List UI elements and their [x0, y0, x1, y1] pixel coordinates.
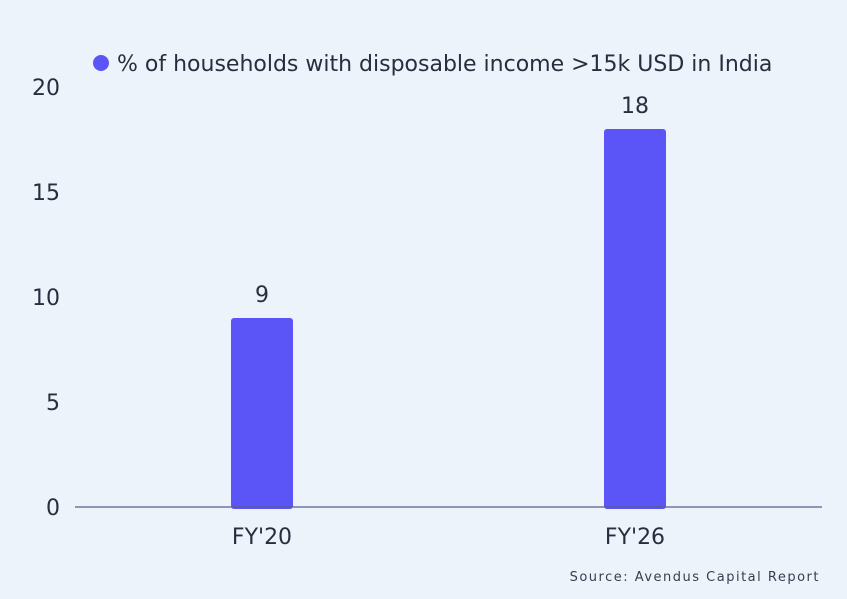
legend-label: % of households with disposable income >… [117, 52, 772, 77]
bar-fy20 [231, 318, 293, 509]
legend-marker [93, 55, 109, 71]
legend: % of households with disposable income >… [93, 52, 772, 77]
x-tick-label-fy26: FY'26 [605, 525, 665, 550]
x-axis-ticks: FY'20 FY'26 [232, 525, 665, 550]
source-note: Source: Avendus Capital Report [570, 570, 820, 585]
y-tick-label: 15 [32, 181, 60, 206]
x-tick-label-fy20: FY'20 [232, 525, 292, 550]
y-axis-ticks: 0 5 10 15 20 [32, 76, 60, 521]
bars [231, 129, 666, 509]
y-tick-label: 5 [46, 391, 60, 416]
y-tick-label: 20 [32, 76, 60, 101]
bar-fy26 [604, 129, 666, 509]
y-tick-label: 10 [32, 286, 60, 311]
y-tick-label: 0 [46, 496, 60, 521]
data-label-fy26: 18 [621, 94, 649, 119]
data-label-fy20: 9 [255, 283, 269, 308]
data-labels: 9 18 [255, 94, 649, 308]
